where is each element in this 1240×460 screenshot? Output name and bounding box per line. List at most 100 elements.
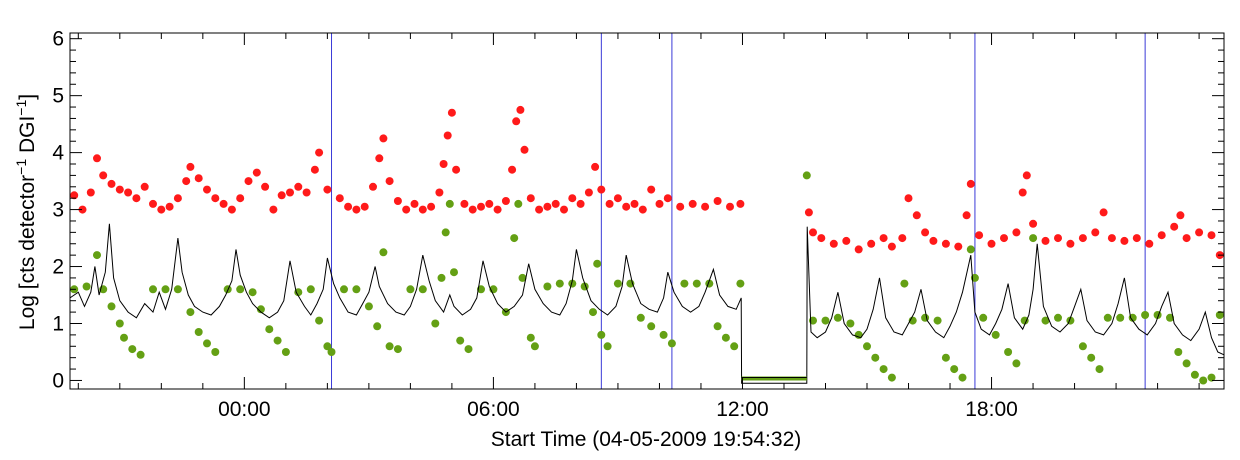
data-point-1-89 bbox=[958, 373, 967, 382]
data-point-0-121 bbox=[1170, 222, 1179, 231]
data-point-1-50 bbox=[526, 333, 535, 342]
data-point-1-113 bbox=[1199, 376, 1208, 385]
data-point-1-76 bbox=[833, 313, 842, 322]
data-point-0-123 bbox=[1182, 234, 1191, 243]
data-point-1-43 bbox=[464, 345, 473, 354]
data-point-1-13 bbox=[194, 328, 203, 336]
x-tick-label-18: 18:00 bbox=[965, 398, 1018, 421]
data-point-1-104 bbox=[1103, 313, 1112, 322]
data-point-1-5 bbox=[115, 319, 124, 328]
x-tick-label-6: 06:00 bbox=[467, 398, 520, 421]
data-point-0-96 bbox=[912, 211, 921, 220]
data-point-1-75 bbox=[821, 316, 830, 325]
data-point-1-115 bbox=[1215, 311, 1224, 319]
data-point-1-62 bbox=[636, 313, 645, 322]
data-point-0-75 bbox=[638, 205, 647, 214]
data-point-0-43 bbox=[410, 199, 419, 208]
data-point-1-86 bbox=[933, 316, 942, 325]
data-point-0-89 bbox=[842, 236, 851, 245]
data-point-1-71 bbox=[730, 342, 739, 351]
data-point-0-13 bbox=[173, 194, 182, 203]
data-point-0-73 bbox=[622, 202, 631, 211]
data-point-0-107 bbox=[1018, 188, 1027, 197]
data-point-1-26 bbox=[323, 342, 332, 351]
data-point-0-27 bbox=[286, 188, 294, 197]
data-point-1-36 bbox=[418, 285, 427, 294]
series-line-2 bbox=[69, 223, 1225, 384]
y-axis-label-exponent-1: −1 bbox=[13, 159, 29, 175]
data-point-0-54 bbox=[485, 199, 494, 208]
data-point-0-85 bbox=[804, 208, 813, 217]
data-point-1-18 bbox=[248, 288, 257, 297]
data-point-0-108 bbox=[1022, 171, 1031, 180]
data-point-0-93 bbox=[887, 242, 896, 251]
data-point-1-98 bbox=[1041, 316, 1050, 325]
data-point-0-70 bbox=[597, 185, 606, 194]
data-point-0-88 bbox=[829, 239, 838, 248]
data-point-1-110 bbox=[1174, 348, 1183, 356]
data-point-1-94 bbox=[1004, 348, 1013, 356]
plot-frame bbox=[69, 32, 1225, 390]
data-point-0-119 bbox=[1145, 239, 1154, 248]
data-point-1-60 bbox=[613, 279, 622, 288]
y-axis-label-prefix: Log [cts detector bbox=[16, 175, 39, 330]
data-point-1-99 bbox=[1054, 313, 1062, 322]
data-point-0-1 bbox=[78, 205, 87, 214]
data-point-1-40 bbox=[445, 199, 454, 208]
data-point-1-88 bbox=[950, 365, 959, 374]
data-point-0-47 bbox=[439, 160, 448, 168]
data-point-0-55 bbox=[493, 205, 502, 214]
data-point-0-104 bbox=[987, 239, 996, 248]
data-point-1-51 bbox=[530, 342, 539, 351]
data-point-1-52 bbox=[543, 282, 552, 291]
data-point-1-66 bbox=[680, 279, 689, 288]
data-point-0-117 bbox=[1120, 236, 1129, 245]
data-point-1-103 bbox=[1095, 365, 1104, 374]
data-point-1-70 bbox=[721, 333, 730, 342]
data-point-0-34 bbox=[344, 202, 353, 211]
data-point-1-1 bbox=[82, 282, 91, 291]
data-point-0-5 bbox=[107, 179, 116, 188]
data-point-0-44 bbox=[418, 205, 427, 214]
data-point-0-8 bbox=[132, 194, 141, 203]
data-point-1-25 bbox=[315, 316, 324, 325]
data-point-0-82 bbox=[713, 197, 722, 205]
data-point-0-97 bbox=[921, 228, 930, 237]
series-layer bbox=[69, 105, 1225, 385]
data-point-0-69 bbox=[591, 162, 600, 171]
data-point-0-91 bbox=[867, 239, 876, 248]
data-point-0-113 bbox=[1078, 234, 1087, 243]
data-point-0-68 bbox=[584, 188, 593, 197]
data-point-0-29 bbox=[302, 188, 311, 197]
data-point-1-33 bbox=[385, 342, 394, 351]
data-point-0-65 bbox=[560, 205, 568, 214]
data-point-1-79 bbox=[863, 342, 871, 351]
data-point-0-74 bbox=[630, 199, 639, 208]
data-point-1-21 bbox=[273, 336, 282, 345]
data-point-0-116 bbox=[1107, 234, 1116, 243]
data-point-0-102 bbox=[966, 179, 975, 188]
data-point-1-53 bbox=[555, 279, 564, 288]
data-point-0-84 bbox=[736, 199, 745, 208]
data-point-1-95 bbox=[1012, 359, 1021, 368]
data-point-1-67 bbox=[692, 279, 701, 288]
data-point-1-9 bbox=[149, 285, 157, 294]
data-point-1-2 bbox=[93, 251, 101, 260]
y-axis-label: Log [cts detector−1 DGI−1] bbox=[13, 94, 39, 330]
data-point-0-124 bbox=[1195, 228, 1204, 237]
data-point-0-120 bbox=[1157, 231, 1166, 240]
x-axis-label: Start Time (04-05-2009 19:54:32) bbox=[491, 428, 802, 451]
data-point-1-80 bbox=[871, 353, 880, 362]
data-point-1-64 bbox=[659, 330, 668, 339]
data-point-1-72 bbox=[736, 279, 745, 288]
data-point-1-63 bbox=[647, 322, 656, 331]
data-point-0-101 bbox=[962, 211, 971, 220]
data-point-0-33 bbox=[335, 194, 344, 203]
data-point-1-101 bbox=[1078, 342, 1087, 351]
data-point-0-9 bbox=[140, 182, 149, 191]
data-point-0-122 bbox=[1176, 211, 1185, 220]
data-point-0-39 bbox=[379, 134, 388, 143]
data-point-0-14 bbox=[182, 177, 191, 186]
data-point-0-72 bbox=[613, 194, 622, 203]
data-point-0-45 bbox=[427, 202, 436, 211]
